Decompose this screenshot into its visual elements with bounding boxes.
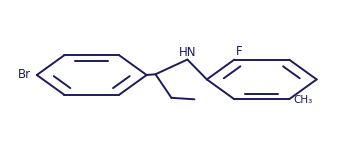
Text: Br: Br bbox=[18, 69, 31, 81]
Text: CH₃: CH₃ bbox=[293, 95, 313, 105]
Text: F: F bbox=[236, 45, 243, 58]
Text: HN: HN bbox=[178, 46, 196, 59]
